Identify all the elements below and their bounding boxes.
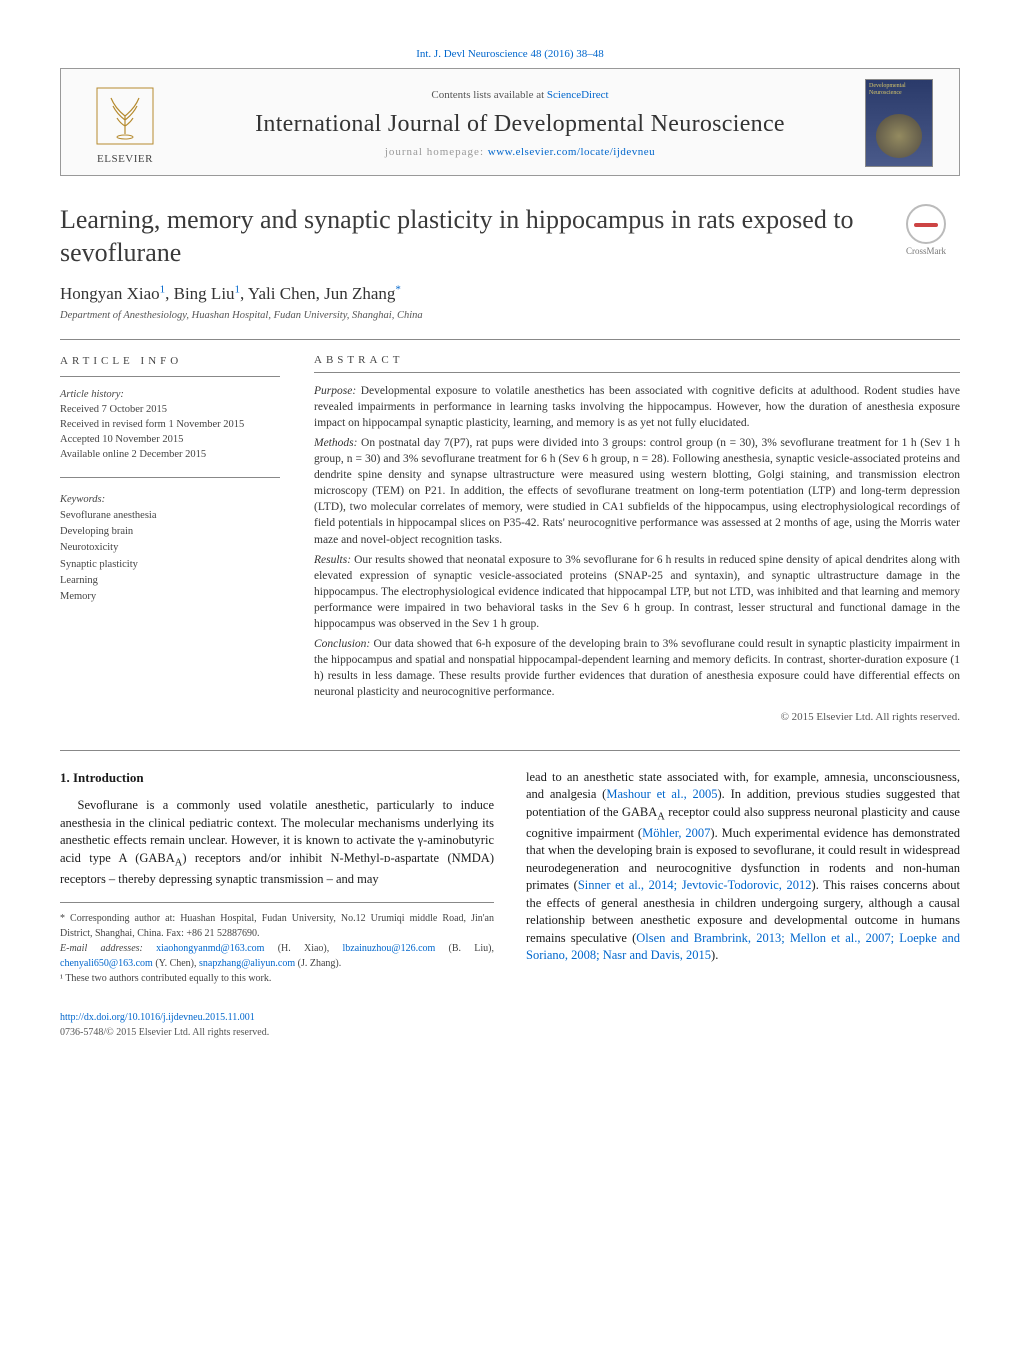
- divider: [60, 750, 960, 751]
- issn-copyright: 0736-5748/© 2015 Elsevier Ltd. All right…: [60, 1027, 269, 1038]
- article-body: 1. Introduction Sevoflurane is a commonl…: [60, 769, 960, 986]
- section-heading-introduction: 1. Introduction: [60, 769, 494, 787]
- history-label: Article history:: [60, 387, 280, 402]
- intro-paragraph: Sevoflurane is a commonly used volatile …: [60, 797, 494, 888]
- abstract-heading: ABSTRACT: [314, 354, 960, 373]
- journal-cover-thumbnail: [865, 79, 933, 167]
- crossmark-icon: [906, 204, 946, 244]
- abstract-conclusion-label: Conclusion:: [314, 638, 370, 650]
- abstract-conclusion: Conclusion: Our data showed that 6-h exp…: [314, 636, 960, 700]
- affiliation: Department of Anesthesiology, Huashan Ho…: [60, 310, 960, 321]
- abstract-methods: Methods: On postnatal day 7(P7), rat pup…: [314, 435, 960, 548]
- keywords-label: Keywords:: [60, 492, 280, 507]
- abstract-purpose: Purpose: Developmental exposure to volat…: [314, 383, 960, 431]
- divider: [60, 339, 960, 340]
- abstract-copyright: © 2015 Elsevier Ltd. All rights reserved…: [314, 710, 960, 725]
- running-head: Int. J. Devl Neuroscience 48 (2016) 38–4…: [60, 48, 960, 60]
- history-line: Received in revised form 1 November 2015: [60, 417, 280, 432]
- contents-prefix: Contents lists available at: [431, 89, 546, 101]
- sciencedirect-link[interactable]: ScienceDirect: [547, 89, 609, 101]
- abstract-purpose-label: Purpose:: [314, 385, 356, 397]
- footnotes: * Corresponding author at: Huashan Hospi…: [60, 902, 494, 986]
- emails-label: E-mail addresses:: [60, 943, 156, 954]
- journal-header: ELSEVIER Contents lists available at Sci…: [60, 68, 960, 176]
- history-line: Received 7 October 2015: [60, 402, 280, 417]
- email-link[interactable]: chenyali650@163.com: [60, 958, 153, 969]
- doi-link[interactable]: http://dx.doi.org/10.1016/j.ijdevneu.201…: [60, 1012, 255, 1023]
- crossmark-label: CrossMark: [906, 246, 946, 256]
- citation-link[interactable]: Sinner et al., 2014; Jevtovic-Todorovic,…: [578, 878, 812, 892]
- corresponding-author-note: * Corresponding author at: Huashan Hospi…: [60, 911, 494, 941]
- email-link[interactable]: lbzainuzhou@126.com: [342, 943, 435, 954]
- abstract-methods-text: On postnatal day 7(P7), rat pups were di…: [314, 437, 960, 546]
- email-addresses: E-mail addresses: xiaohongyanmd@163.com …: [60, 941, 494, 971]
- journal-title: International Journal of Developmental N…: [189, 111, 851, 138]
- abstract-purpose-text: Developmental exposure to volatile anest…: [314, 385, 960, 429]
- article-title: Learning, memory and synaptic plasticity…: [60, 204, 872, 269]
- history-line: Available online 2 December 2015: [60, 447, 280, 462]
- keyword: Neurotoxicity: [60, 540, 280, 555]
- keyword: Learning: [60, 573, 280, 588]
- abstract-methods-label: Methods:: [314, 437, 357, 449]
- email-name: (H. Xiao),: [264, 943, 342, 954]
- author-list: Hongyan Xiao1, Bing Liu1, Yali Chen, Jun…: [60, 283, 960, 304]
- keyword: Memory: [60, 589, 280, 604]
- keyword: Sevoflurane anesthesia: [60, 508, 280, 523]
- email-link[interactable]: snapzhang@aliyun.com: [199, 958, 295, 969]
- publisher-name: ELSEVIER: [75, 153, 175, 165]
- publisher-logo: ELSEVIER: [75, 81, 175, 165]
- elsevier-tree-icon: [90, 81, 160, 151]
- intro-text: ).: [711, 948, 718, 962]
- page-footer: http://dx.doi.org/10.1016/j.ijdevneu.201…: [60, 1010, 960, 1040]
- intro-paragraph-continued: lead to an anesthetic state associated w…: [526, 769, 960, 965]
- abstract-panel: ABSTRACT Purpose: Developmental exposure…: [314, 354, 960, 726]
- citation-link[interactable]: Möhler, 2007: [642, 826, 710, 840]
- contents-available: Contents lists available at ScienceDirec…: [189, 89, 851, 101]
- crossmark-badge[interactable]: CrossMark: [892, 204, 960, 256]
- abstract-results: Results: Our results showed that neonata…: [314, 552, 960, 632]
- email-link[interactable]: xiaohongyanmd@163.com: [156, 943, 264, 954]
- homepage-link[interactable]: www.elsevier.com/locate/ijdevneu: [488, 146, 655, 158]
- abstract-results-label: Results:: [314, 554, 351, 566]
- article-info-panel: ARTICLE INFO Article history: Received 7…: [60, 354, 280, 726]
- keyword: Developing brain: [60, 524, 280, 539]
- homepage-prefix: journal homepage:: [385, 146, 488, 158]
- divider: [60, 477, 280, 478]
- email-name: (Y. Chen),: [153, 958, 199, 969]
- journal-homepage: journal homepage: www.elsevier.com/locat…: [189, 146, 851, 158]
- keyword: Synaptic plasticity: [60, 557, 280, 572]
- citation-link[interactable]: Mashour et al., 2005: [606, 787, 717, 801]
- abstract-conclusion-text: Our data showed that 6-h exposure of the…: [314, 638, 960, 698]
- equal-contribution-note: ¹ These two authors contributed equally …: [60, 971, 494, 986]
- email-name: (J. Zhang).: [295, 958, 341, 969]
- abstract-results-text: Our results showed that neonatal exposur…: [314, 554, 960, 630]
- email-name: (B. Liu),: [435, 943, 494, 954]
- article-info-heading: ARTICLE INFO: [60, 354, 280, 377]
- history-line: Accepted 10 November 2015: [60, 432, 280, 447]
